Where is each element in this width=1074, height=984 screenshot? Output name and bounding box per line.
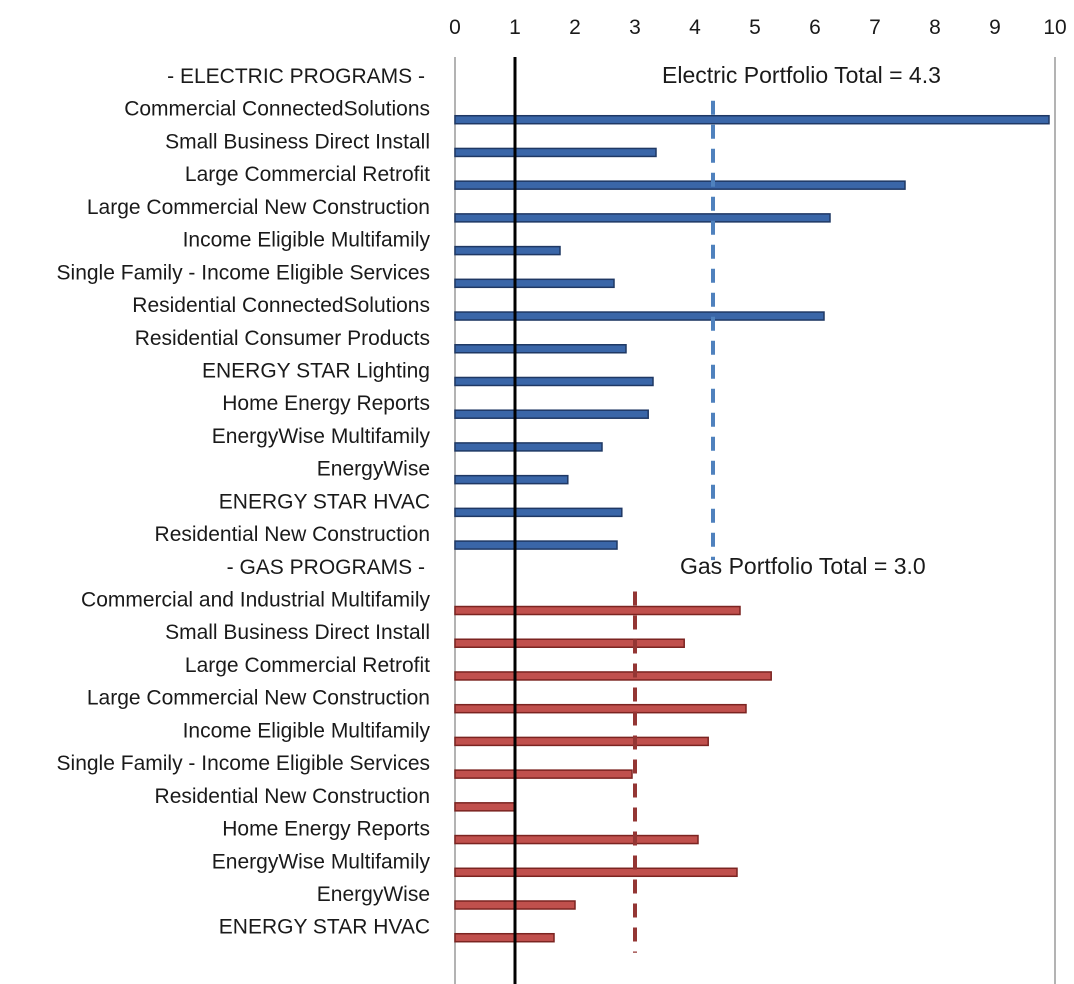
bar	[454, 605, 741, 616]
category-label: Large Commercial New Construction	[87, 196, 430, 219]
category-label: Residential New Construction	[155, 523, 430, 546]
portfolio-total-label: Electric Portfolio Total = 4.3	[662, 62, 941, 88]
x-tick-label: 0	[449, 16, 461, 39]
bar	[454, 540, 618, 550]
bar	[454, 245, 561, 256]
group-header: - GAS PROGRAMS -	[227, 556, 425, 579]
x-tick-label: 1	[509, 16, 521, 39]
category-label: Small Business Direct Install	[165, 621, 430, 644]
bar	[454, 180, 906, 190]
bar	[454, 474, 569, 485]
reference-lines: Electric Portfolio Total = 4.3 Gas Portfo…	[513, 57, 941, 984]
category-label: Residential New Construction	[155, 785, 430, 808]
bar	[454, 671, 772, 681]
group-header: - ELECTRIC PROGRAMS -	[167, 65, 425, 88]
category-label: Large Commercial Retrofit	[185, 654, 430, 677]
category-label: Income Eligible Multifamily	[183, 229, 431, 252]
category-label: EnergyWise Multifamily	[212, 425, 431, 448]
category-label: Home Energy Reports	[222, 392, 430, 415]
bar	[454, 834, 699, 845]
bar	[454, 213, 831, 223]
bar	[454, 376, 654, 387]
category-label: Commercial ConnectedSolutions	[124, 98, 430, 121]
category-label: EnergyWise	[317, 458, 430, 481]
category-label: ENERGY STAR HVAC	[219, 916, 430, 939]
category-label: Large Commercial Retrofit	[185, 163, 430, 186]
bar	[454, 802, 516, 812]
bar	[454, 932, 555, 943]
bar	[454, 507, 623, 518]
x-tick-label: 10	[1043, 16, 1066, 39]
x-tick-label: 3	[629, 16, 641, 39]
category-label: Single Family - Income Eligible Services	[57, 261, 430, 284]
x-tick-label: 4	[689, 16, 701, 39]
bar	[454, 311, 825, 321]
x-tick-label: 9	[989, 16, 1001, 39]
x-tick-label: 5	[749, 16, 761, 39]
bar	[454, 638, 685, 648]
bar	[454, 344, 627, 354]
category-label: Small Business Direct Install	[165, 130, 430, 153]
bar	[454, 278, 615, 289]
x-tick-label: 7	[869, 16, 881, 39]
bar	[454, 736, 709, 747]
category-label: Residential ConnectedSolutions	[132, 294, 430, 317]
bar	[454, 769, 633, 779]
bar	[454, 147, 657, 158]
bars	[454, 114, 1050, 943]
portfolio-total-label: Gas Portfolio Total = 3.0	[680, 553, 926, 579]
category-label: ENERGY STAR HVAC	[219, 490, 430, 513]
category-labels: - ELECTRIC PROGRAMS - Commercial Connecte…	[57, 65, 431, 939]
x-tick-label: 6	[809, 16, 821, 39]
x-tick-label: 8	[929, 16, 941, 39]
category-label: Single Family - Income Eligible Services	[57, 752, 430, 775]
category-label: EnergyWise Multifamily	[212, 850, 431, 873]
bar	[454, 442, 603, 452]
category-label: Income Eligible Multifamily	[183, 719, 431, 742]
x-tick-label: 2	[569, 16, 581, 39]
category-label: Home Energy Reports	[222, 818, 430, 841]
x-axis: 0 1 2 3 4 5 6 7 8 9 10	[449, 16, 1067, 984]
category-label: Commercial and Industrial Multifamily	[81, 589, 430, 612]
category-label: Residential Consumer Products	[135, 327, 430, 350]
bar	[454, 703, 747, 714]
category-label: ENERGY STAR Lighting	[202, 359, 430, 382]
bar	[454, 114, 1050, 125]
category-label: Large Commercial New Construction	[87, 687, 430, 710]
bar	[454, 867, 738, 878]
bar	[454, 409, 649, 419]
category-label: EnergyWise	[317, 883, 430, 906]
